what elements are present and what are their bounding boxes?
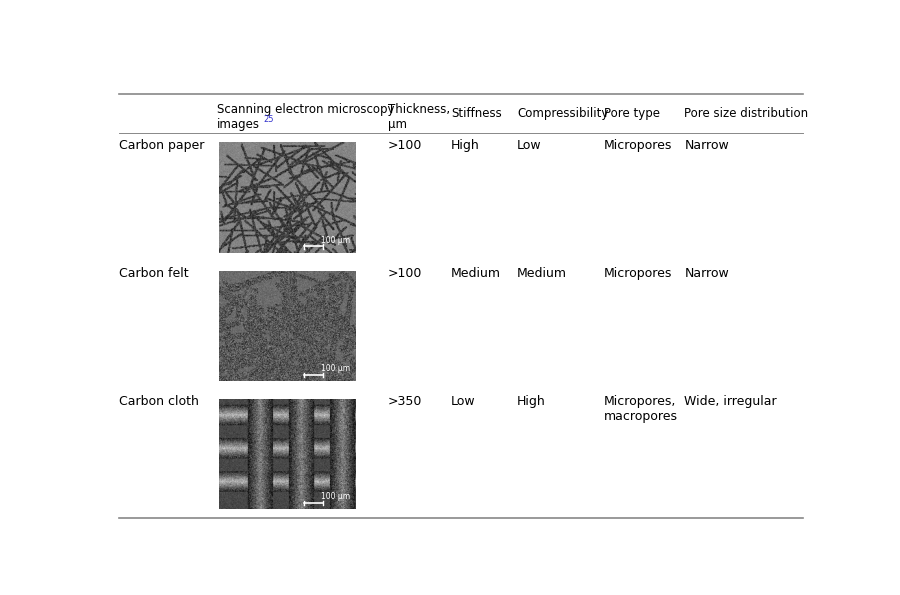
- Text: Narrow: Narrow: [684, 139, 729, 152]
- Text: >350: >350: [388, 395, 422, 408]
- Text: Low: Low: [517, 139, 542, 152]
- Text: Scanning electron microscopy: Scanning electron microscopy: [217, 102, 394, 115]
- Text: Pore size distribution: Pore size distribution: [684, 107, 808, 120]
- Text: Medium: Medium: [451, 267, 500, 280]
- Text: >100: >100: [388, 139, 422, 152]
- Text: Carbon cloth: Carbon cloth: [120, 395, 200, 408]
- Text: Compressibility: Compressibility: [517, 107, 608, 120]
- Text: Medium: Medium: [517, 267, 567, 280]
- Text: Stiffness: Stiffness: [451, 107, 501, 120]
- Text: High: High: [517, 395, 545, 408]
- Text: 25: 25: [263, 115, 274, 124]
- Text: Wide, irregular: Wide, irregular: [684, 395, 777, 408]
- Text: Carbon paper: Carbon paper: [120, 139, 205, 152]
- Text: Micropores: Micropores: [604, 139, 672, 152]
- Text: Micropores,
macropores: Micropores, macropores: [604, 395, 679, 423]
- Text: Narrow: Narrow: [684, 267, 729, 280]
- Text: images: images: [217, 118, 260, 131]
- Text: Thickness,: Thickness,: [388, 102, 450, 115]
- Text: Micropores: Micropores: [604, 267, 672, 280]
- Text: High: High: [451, 139, 480, 152]
- Text: >100: >100: [388, 267, 422, 280]
- Text: Low: Low: [451, 395, 475, 408]
- Text: μm: μm: [388, 118, 407, 131]
- Text: Carbon felt: Carbon felt: [120, 267, 189, 280]
- Text: Pore type: Pore type: [604, 107, 661, 120]
